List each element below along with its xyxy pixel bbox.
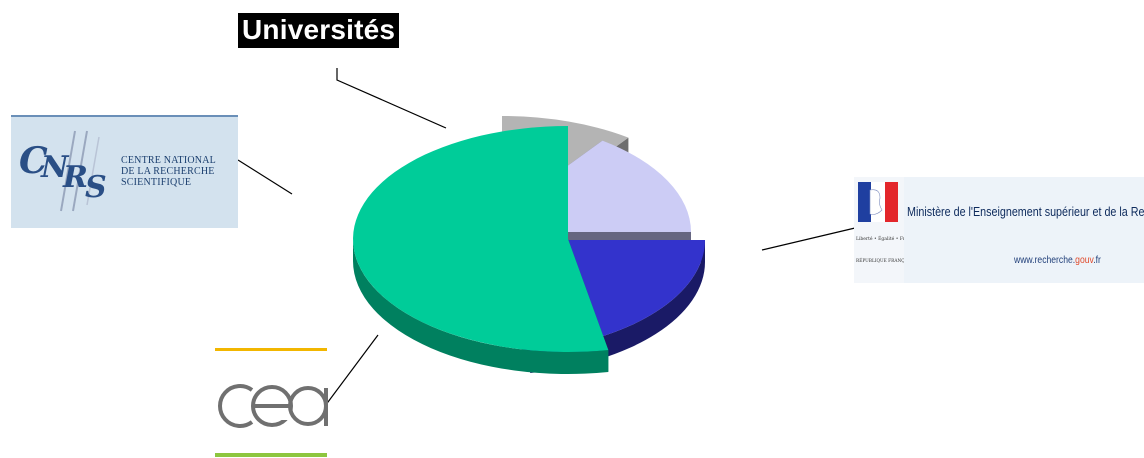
cnrs-logo: C N R S CENTRE NATIONAL DE LA RECHERCHE … <box>11 115 238 228</box>
cnrs-logo-text: CENTRE NATIONAL DE LA RECHERCHE SCIENTIF… <box>121 155 216 188</box>
cea-wordmark-icon <box>218 384 328 428</box>
label-universites: Universités <box>238 13 400 48</box>
ministere-flag-block: Liberté • Égalité • Fraternité RÉPUBLIQU… <box>854 177 924 283</box>
leader-line-universites <box>336 68 447 129</box>
ministere-devise: Liberté • Égalité • Fraternité <box>856 237 924 242</box>
cea-logo-bottom-bar <box>215 453 327 457</box>
leader-line-ministere <box>761 227 856 251</box>
marianne-flag-icon <box>858 182 898 222</box>
ministere-url: www.recherche.gouv.fr <box>1014 255 1101 266</box>
slice-ministere <box>352 126 609 375</box>
leader-line-cnrs <box>237 159 293 195</box>
ministere-republique: RÉPUBLIQUE FRANÇAISE <box>856 259 916 264</box>
ministere-band <box>904 177 1144 283</box>
svg-text:S: S <box>85 170 107 205</box>
ministere-title: Ministère de l'Enseignement supérieur et… <box>907 205 1144 219</box>
svg-text:N: N <box>40 150 70 185</box>
svg-text:C: C <box>19 140 48 182</box>
cnrs-mark-icon: C N R S <box>19 130 107 212</box>
ministere-logo: Liberté • Égalité • Fraternité RÉPUBLIQU… <box>854 177 1144 283</box>
cea-logo <box>212 346 330 458</box>
leader-line-cea <box>324 334 379 407</box>
cea-logo-top-bar <box>215 348 327 351</box>
svg-text:R: R <box>62 160 88 195</box>
